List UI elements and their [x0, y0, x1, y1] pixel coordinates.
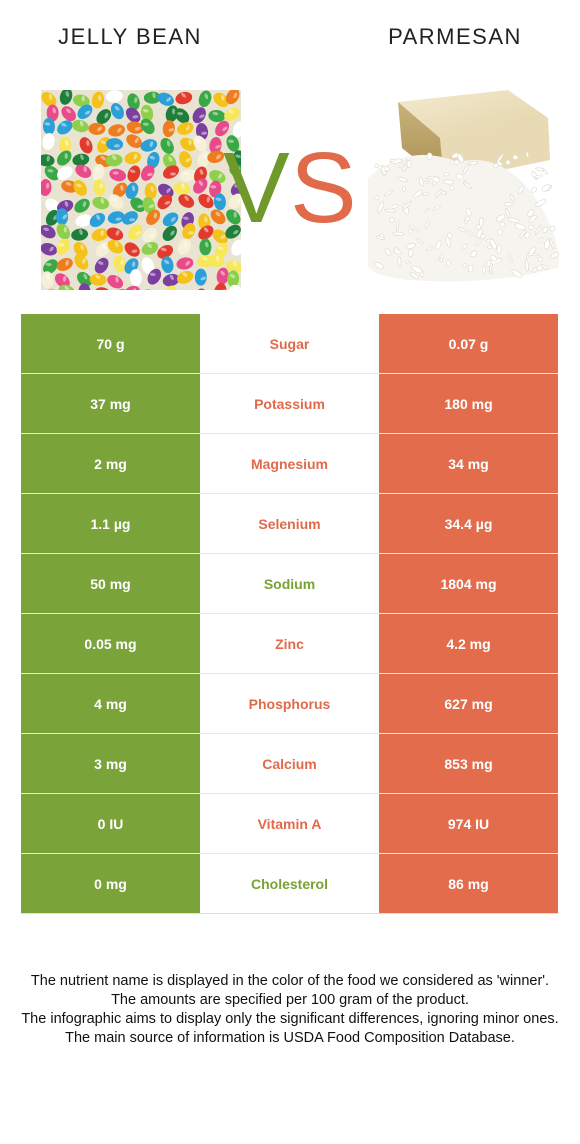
table-row: 1.1 µg Selenium 34.4 µg	[21, 494, 558, 554]
nutrient-name: Sodium	[200, 554, 379, 613]
right-value: 180 mg	[379, 374, 558, 433]
left-value: 1.1 µg	[21, 494, 200, 553]
vs-letter-s: S	[290, 132, 357, 244]
left-food-title: JELLY BEAN	[58, 24, 202, 49]
table-row: 3 mg Calcium 853 mg	[21, 734, 558, 794]
table-row: 0.05 mg Zinc 4.2 mg	[21, 614, 558, 674]
right-value: 853 mg	[379, 734, 558, 793]
left-value: 2 mg	[21, 434, 200, 493]
left-value: 0 mg	[21, 854, 200, 913]
nutrient-name: Calcium	[200, 734, 379, 793]
table-row: 4 mg Phosphorus 627 mg	[21, 674, 558, 734]
footer-line-2: The amounts are specified per 100 gram o…	[111, 992, 469, 1008]
nutrient-name: Selenium	[200, 494, 379, 553]
nutrient-name: Zinc	[200, 614, 379, 673]
right-value: 0.07 g	[379, 314, 558, 373]
left-value: 50 mg	[21, 554, 200, 613]
nutrient-name: Magnesium	[200, 434, 379, 493]
nutrient-name: Sugar	[200, 314, 379, 373]
right-value: 974 IU	[379, 794, 558, 853]
left-value: 4 mg	[21, 674, 200, 733]
right-value: 4.2 mg	[379, 614, 558, 673]
footer-line-1: The nutrient name is displayed in the co…	[30, 973, 550, 989]
nutrient-name: Cholesterol	[200, 854, 379, 913]
right-value: 1804 mg	[379, 554, 558, 613]
table-row: 0 mg Cholesterol 86 mg	[21, 854, 558, 914]
left-value: 0 IU	[21, 794, 200, 853]
right-food-title: PARMESAN	[388, 24, 522, 49]
right-value: 86 mg	[379, 854, 558, 913]
right-value: 627 mg	[379, 674, 558, 733]
footer-line-3: The infographic aims to display only the…	[21, 1011, 559, 1027]
vs-letter-v: V	[223, 132, 290, 244]
table-row: 37 mg Potassium 180 mg	[21, 374, 558, 434]
right-value: 34 mg	[379, 434, 558, 493]
right-value: 34.4 µg	[379, 494, 558, 553]
jelly-bean-image	[41, 90, 241, 290]
nutrient-name: Phosphorus	[200, 674, 379, 733]
parmesan-image	[368, 90, 568, 290]
nutrient-name: Potassium	[200, 374, 379, 433]
table-row: 50 mg Sodium 1804 mg	[21, 554, 558, 614]
nutrient-name: Vitamin A	[200, 794, 379, 853]
table-row: 2 mg Magnesium 34 mg	[21, 434, 558, 494]
table-row: 70 g Sugar 0.07 g	[21, 314, 558, 374]
table-row: 0 IU Vitamin A 974 IU	[21, 794, 558, 854]
footer-line-4: The main source of information is USDA F…	[65, 1030, 515, 1046]
left-value: 70 g	[21, 314, 200, 373]
left-value: 0.05 mg	[21, 614, 200, 673]
left-value: 3 mg	[21, 734, 200, 793]
left-value: 37 mg	[21, 374, 200, 433]
footer-notes: The nutrient name is displayed in the co…	[20, 972, 560, 1048]
nutrient-comparison-table: 70 g Sugar 0.07 g 37 mg Potassium 180 mg 2 mg M…	[21, 314, 558, 914]
